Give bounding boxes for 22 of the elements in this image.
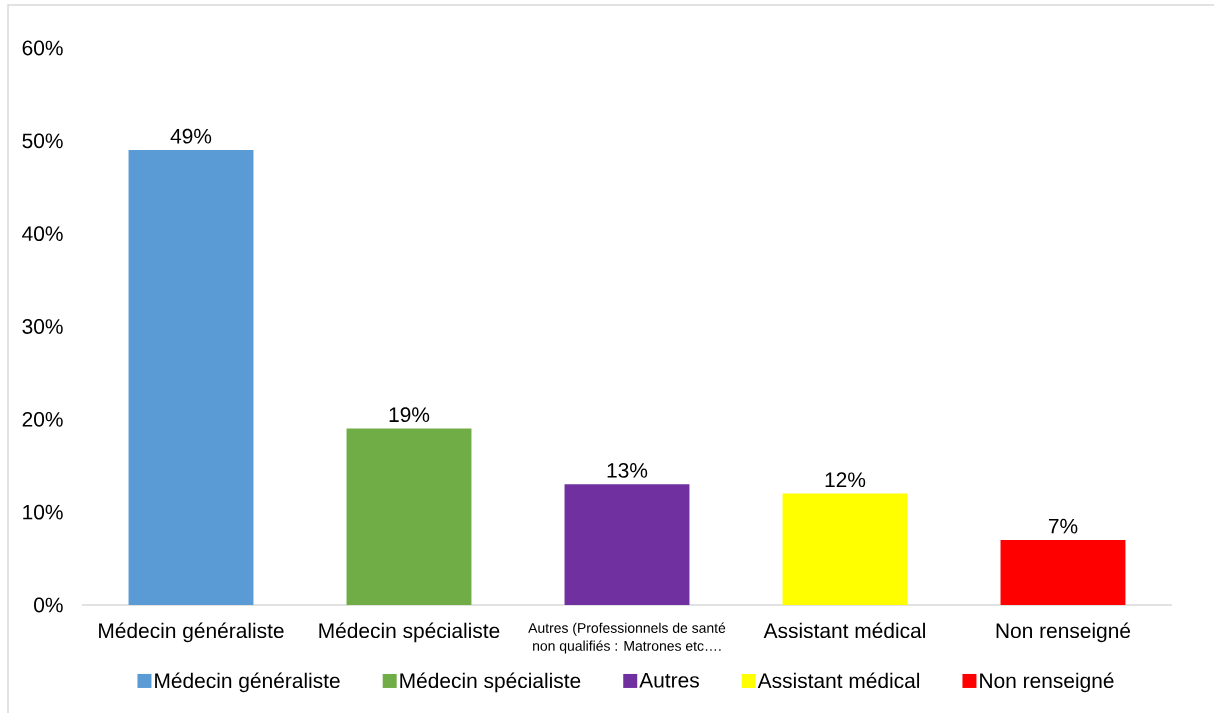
y-tick-label: 0%: [34, 597, 63, 613]
legend-label: Médecin généraliste: [155, 672, 340, 693]
data-label: 7%: [1048, 518, 1078, 534]
y-tick-label: 60%: [22, 40, 63, 56]
x-tick-label: Assistant médical: [763, 622, 925, 639]
x-tick-label: Médecin généraliste: [99, 622, 284, 643]
data-label: 19%: [389, 407, 430, 423]
data-label: 13%: [607, 462, 648, 478]
legend-label: Assistant médical: [757, 672, 920, 689]
x-tick-label: Autres (Professionnels de santé non qualifiés : Matrones etc….: [528, 622, 726, 654]
x-tick-label: Non renseigné: [996, 622, 1131, 643]
data-label: 12%: [825, 472, 866, 488]
y-tick-label: 10%: [23, 504, 63, 520]
y-tick-label: 20%: [22, 411, 63, 427]
data-label: 49%: [170, 128, 212, 144]
legend-label: Autres: [639, 673, 699, 688]
x-tick-label: Médecin spécialiste: [319, 622, 500, 643]
y-tick-label: 30%: [22, 319, 63, 334]
y-tick-label: 50%: [22, 133, 63, 149]
legend-label: Médecin spécialiste: [400, 672, 581, 693]
y-tick-label: 40%: [22, 226, 63, 242]
legend-label: Non renseigné: [980, 672, 1114, 693]
